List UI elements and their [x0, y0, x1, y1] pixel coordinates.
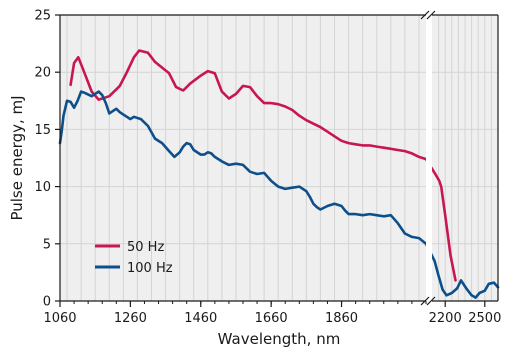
y-tick-label: 10 [34, 180, 51, 195]
legend-label-50hz: 50 Hz [127, 240, 164, 255]
y-tick-label: 15 [34, 123, 51, 138]
y-tick-label: 5 [43, 237, 51, 252]
x-tick-label: 2200 [429, 311, 462, 326]
axis-break-mark-bottom-2 [426, 296, 436, 306]
series-line-2 [58, 90, 500, 299]
axes [55, 14, 499, 307]
x-tick-label: 1060 [43, 311, 76, 326]
x-tick-label: 1460 [184, 311, 217, 326]
series-layer [58, 49, 500, 299]
legend-label-100hz: 100 Hz [127, 261, 173, 276]
series-line-1 [69, 49, 457, 282]
legend: 50 Hz 100 Hz [95, 240, 173, 276]
x-tick-label: 2500 [468, 311, 501, 326]
y-axis-title: Pulse energy, mJ [8, 95, 26, 220]
x-tick-label: 1660 [255, 311, 288, 326]
x-tick-label: 1860 [325, 311, 358, 326]
grid [60, 14, 498, 301]
axis-break-mark-top-2 [426, 10, 436, 20]
tick-labels: 0 5 10 15 20 25 1060 1260 1460 1660 1860 2200 2500 [34, 9, 501, 327]
y-tick-label: 0 [43, 295, 51, 310]
x-tick-label: 1260 [114, 311, 147, 326]
y-tick-label: 25 [34, 9, 51, 24]
x-axis-title: Wavelength, nm [218, 330, 341, 348]
y-tick-label: 20 [34, 66, 51, 81]
axis-break-gap [426, 14, 432, 302]
